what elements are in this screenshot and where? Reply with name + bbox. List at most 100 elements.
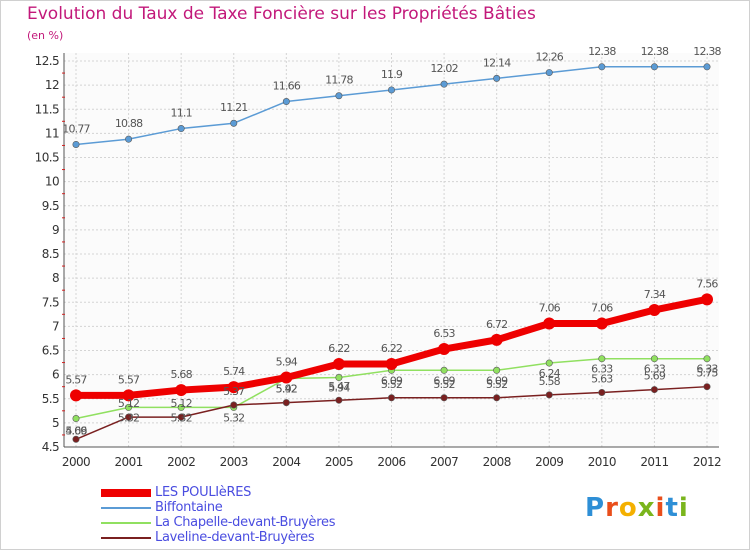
y-tick-label: 11 bbox=[45, 126, 59, 140]
x-tick-label: 2010 bbox=[588, 455, 616, 469]
data-point bbox=[493, 74, 501, 82]
x-tick-label: 2006 bbox=[377, 455, 405, 469]
logo-letter: i bbox=[678, 493, 689, 523]
legend-item: Laveline-devant-Bruyères bbox=[101, 530, 401, 545]
data-point bbox=[227, 381, 240, 394]
y-tick-label: 7 bbox=[52, 319, 59, 333]
y-tick-label: 7.5 bbox=[42, 295, 59, 309]
y-tick-label: 6.5 bbox=[42, 344, 59, 358]
data-point bbox=[650, 355, 658, 363]
data-point bbox=[125, 413, 133, 421]
data-point bbox=[230, 401, 238, 409]
data-label: 5.12 bbox=[118, 397, 139, 410]
data-label: 7.56 bbox=[696, 277, 718, 290]
data-label: 5.32 bbox=[223, 411, 244, 424]
data-label: 10.88 bbox=[115, 117, 143, 130]
data-point bbox=[703, 355, 711, 363]
data-label: 12.38 bbox=[693, 45, 721, 58]
legend-swatch bbox=[101, 537, 151, 539]
data-point bbox=[650, 63, 658, 71]
data-label: 11.9 bbox=[381, 68, 403, 81]
data-point bbox=[493, 366, 501, 374]
data-point bbox=[703, 383, 711, 391]
data-label: 6.33 bbox=[591, 363, 613, 376]
x-tick-label: 2005 bbox=[325, 455, 353, 469]
data-label: 5.47 bbox=[328, 380, 350, 393]
data-label: 5.63 bbox=[591, 372, 613, 385]
data-point bbox=[543, 317, 556, 330]
data-point bbox=[440, 366, 448, 374]
data-label: 5.58 bbox=[539, 375, 561, 388]
data-label: 7.06 bbox=[539, 301, 561, 314]
x-tick-label: 2008 bbox=[483, 455, 511, 469]
legend-label: La Chapelle-devant-Bruyères bbox=[155, 515, 336, 530]
x-tick-label: 2007 bbox=[430, 455, 458, 469]
data-point bbox=[598, 355, 606, 363]
data-label: 11.21 bbox=[220, 101, 248, 114]
x-tick-label: 2004 bbox=[272, 455, 300, 469]
logo-letter: r bbox=[605, 493, 619, 523]
data-label: 5.52 bbox=[433, 378, 454, 391]
y-tick-label: 4.5 bbox=[42, 440, 59, 454]
data-label: 12.02 bbox=[430, 62, 458, 75]
data-point bbox=[335, 92, 343, 100]
legend-label: Laveline-devant-Bruyères bbox=[155, 530, 315, 545]
data-label: 6.72 bbox=[486, 318, 507, 331]
data-label: 12.38 bbox=[588, 45, 616, 58]
data-label: 5.94 bbox=[328, 382, 350, 395]
data-label: 11.66 bbox=[273, 80, 301, 93]
y-tick-label: 9 bbox=[52, 223, 59, 237]
data-point bbox=[598, 63, 606, 71]
data-label: 6.24 bbox=[539, 367, 561, 380]
data-point bbox=[545, 391, 553, 399]
y-tick-label: 10.5 bbox=[35, 151, 59, 165]
y-tick-label: 6 bbox=[52, 368, 59, 382]
data-label: 7.34 bbox=[644, 288, 666, 301]
logo-letter: x bbox=[637, 493, 656, 523]
data-point bbox=[648, 303, 661, 316]
data-label: 5.74 bbox=[223, 365, 245, 378]
legend-label: LES POULIèRES bbox=[155, 485, 252, 500]
data-point bbox=[545, 69, 553, 77]
x-tick-label: 2000 bbox=[62, 455, 90, 469]
data-label: 6.22 bbox=[328, 342, 349, 355]
y-tick-label: 8 bbox=[52, 271, 59, 285]
x-tick-label: 2011 bbox=[640, 455, 668, 469]
data-label: 5.92 bbox=[276, 382, 297, 395]
data-label: 12.14 bbox=[483, 56, 511, 69]
data-point bbox=[598, 388, 606, 396]
data-label: 5.32 bbox=[118, 411, 139, 424]
logo-letter: P bbox=[585, 493, 606, 523]
data-label: 5.75 bbox=[696, 367, 718, 380]
data-point bbox=[282, 399, 290, 407]
data-point bbox=[335, 396, 343, 404]
y-tick-label: 11.5 bbox=[35, 102, 59, 116]
data-label: 5.32 bbox=[171, 411, 192, 424]
data-point bbox=[122, 389, 135, 402]
unit-label: (en %) bbox=[27, 29, 64, 42]
proxiti-logo: Proxiti bbox=[585, 493, 689, 523]
legend-swatch bbox=[101, 522, 151, 524]
data-point bbox=[125, 403, 133, 411]
data-label: 5.69 bbox=[644, 370, 666, 383]
data-point bbox=[72, 140, 80, 148]
data-point bbox=[595, 317, 608, 330]
data-label: 6.09 bbox=[381, 374, 403, 387]
data-label: 11.78 bbox=[325, 74, 353, 87]
data-label: 7.06 bbox=[591, 301, 613, 314]
data-point bbox=[72, 435, 80, 443]
legend-item: LES POULIèRES bbox=[101, 485, 401, 500]
data-point bbox=[385, 358, 398, 371]
data-point bbox=[70, 389, 82, 402]
data-point bbox=[282, 98, 290, 106]
data-label: 5.68 bbox=[171, 368, 193, 381]
data-label: 5.12 bbox=[171, 397, 192, 410]
legend-item: Biffontaine bbox=[101, 500, 401, 515]
data-point bbox=[440, 80, 448, 88]
data-point bbox=[440, 394, 448, 402]
data-point bbox=[177, 403, 185, 411]
legend-label: Biffontaine bbox=[155, 500, 223, 515]
data-point bbox=[280, 371, 293, 384]
